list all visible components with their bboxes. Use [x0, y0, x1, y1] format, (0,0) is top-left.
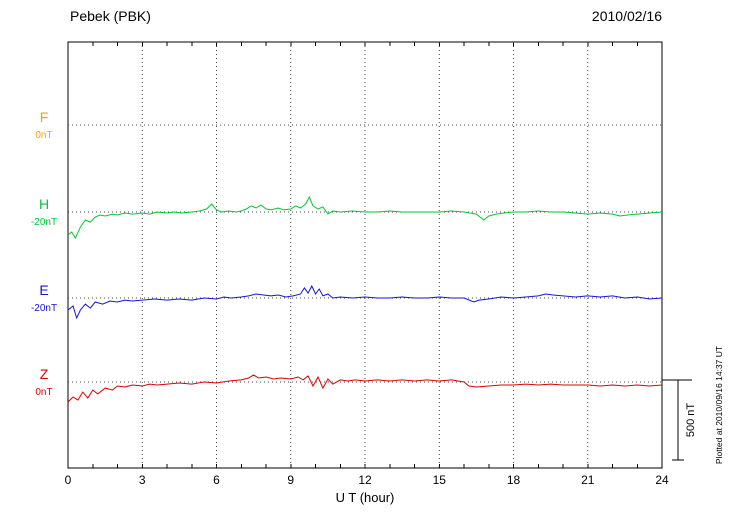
x-tick-label: 9: [287, 473, 294, 487]
trace-E: [67, 284, 663, 320]
trace-H: [67, 195, 663, 240]
date-label: 2010/02/16: [591, 8, 662, 24]
component-baseline-value-F: 0nT: [35, 130, 52, 141]
component-label-Z: Z: [40, 366, 49, 382]
x-tick-label: 3: [139, 473, 146, 487]
x-tick-label: 6: [213, 473, 220, 487]
x-tick-label: 21: [581, 473, 595, 487]
x-tick-label: 24: [655, 473, 669, 487]
station-title: Pebek (PBK): [70, 8, 151, 24]
x-tick-label: 0: [65, 473, 72, 487]
component-baseline-value-H: -20nT: [31, 217, 57, 228]
trace-Z: [67, 374, 663, 403]
component-label-F: F: [40, 109, 49, 125]
grid-layer: [67, 42, 663, 468]
label-layer: 0 3 6 9 12 15 18 21 24 F 0nT H -20nT E -20nT Z 0nT: [31, 109, 669, 487]
scale-bar: 500 nT: [662, 379, 697, 461]
x-tick-label: 12: [358, 473, 372, 487]
x-tick-label: 18: [507, 473, 521, 487]
component-label-H: H: [39, 196, 49, 212]
x-axis-title: U T (hour): [335, 490, 395, 505]
component-baseline-value-Z: 0nT: [35, 387, 52, 398]
x-tick-label: 15: [433, 473, 447, 487]
plotted-at-note: Plotted at 2010/09/16 14:37 UT: [714, 346, 724, 464]
component-label-E: E: [39, 282, 48, 298]
trace-layer: [67, 195, 663, 403]
scale-bar-label: 500 nT: [685, 403, 697, 438]
component-baseline-value-E: -20nT: [31, 303, 57, 314]
